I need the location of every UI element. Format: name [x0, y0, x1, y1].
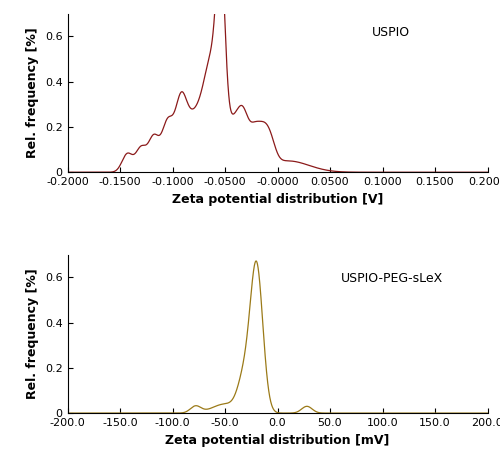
Text: USPIO-PEG-sLeX: USPIO-PEG-sLeX: [340, 272, 443, 285]
X-axis label: Zeta potential distribution [V]: Zeta potential distribution [V]: [172, 193, 383, 206]
X-axis label: Zeta potential distribution [mV]: Zeta potential distribution [mV]: [166, 433, 390, 447]
Text: USPIO: USPIO: [372, 27, 410, 39]
Y-axis label: Rel. frequency [%]: Rel. frequency [%]: [26, 28, 40, 158]
Y-axis label: Rel. frequency [%]: Rel. frequency [%]: [26, 269, 40, 399]
